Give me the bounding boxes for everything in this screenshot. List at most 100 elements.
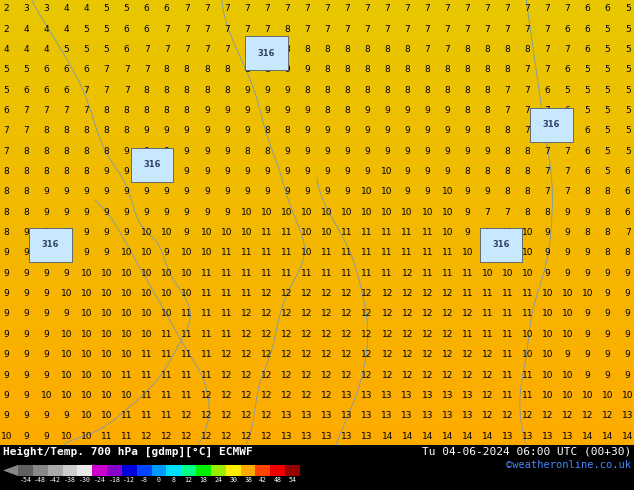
Text: 8: 8 xyxy=(3,228,10,237)
Text: 9: 9 xyxy=(124,167,129,176)
Text: 11: 11 xyxy=(441,248,453,257)
Text: 9: 9 xyxy=(424,126,430,135)
Text: 12: 12 xyxy=(401,350,413,359)
Text: 12: 12 xyxy=(201,411,212,420)
Text: 11: 11 xyxy=(261,269,273,278)
Text: 10: 10 xyxy=(81,432,93,441)
Text: 8: 8 xyxy=(465,167,470,176)
Text: 9: 9 xyxy=(404,188,410,196)
Text: 9: 9 xyxy=(585,310,590,318)
Text: 14: 14 xyxy=(401,432,413,441)
Text: 9: 9 xyxy=(545,228,550,237)
Text: 14: 14 xyxy=(602,432,613,441)
Text: 10: 10 xyxy=(562,289,573,298)
Text: 12: 12 xyxy=(261,350,273,359)
Text: 12: 12 xyxy=(281,391,293,400)
Text: 9: 9 xyxy=(585,370,590,379)
Text: 9: 9 xyxy=(465,147,470,156)
Text: 8: 8 xyxy=(505,45,510,54)
Text: 12: 12 xyxy=(341,310,353,318)
Text: 12: 12 xyxy=(422,330,433,339)
Text: 10: 10 xyxy=(81,330,93,339)
Text: 7: 7 xyxy=(484,24,490,34)
Text: 10: 10 xyxy=(301,208,313,217)
Text: 9: 9 xyxy=(224,106,230,115)
Text: 7: 7 xyxy=(565,188,571,196)
Text: 10: 10 xyxy=(441,188,453,196)
Text: 13: 13 xyxy=(401,391,413,400)
Text: 11: 11 xyxy=(141,370,152,379)
Text: 11: 11 xyxy=(341,269,353,278)
Text: 9: 9 xyxy=(424,147,430,156)
Text: Tu 04-06-2024 06:00 UTC (00+30): Tu 04-06-2024 06:00 UTC (00+30) xyxy=(422,447,631,457)
Text: 12: 12 xyxy=(184,477,193,483)
Text: 11: 11 xyxy=(201,289,212,298)
Text: 11: 11 xyxy=(361,269,373,278)
Text: 14: 14 xyxy=(482,432,493,441)
Text: 8: 8 xyxy=(63,126,69,135)
Text: 10: 10 xyxy=(141,248,152,257)
Text: 8: 8 xyxy=(44,167,49,176)
Text: 9: 9 xyxy=(3,411,10,420)
Text: 8: 8 xyxy=(204,66,210,74)
Text: 8: 8 xyxy=(484,45,490,54)
Text: 10: 10 xyxy=(181,269,193,278)
Text: 11: 11 xyxy=(501,391,513,400)
Text: 7: 7 xyxy=(264,4,270,13)
Text: 6: 6 xyxy=(565,24,571,34)
Text: 10: 10 xyxy=(501,228,513,237)
Text: 7: 7 xyxy=(164,45,169,54)
Text: 8: 8 xyxy=(524,45,530,54)
Text: 12: 12 xyxy=(341,350,353,359)
Text: 9: 9 xyxy=(3,310,10,318)
Text: 9: 9 xyxy=(344,167,350,176)
Text: 11: 11 xyxy=(221,289,233,298)
Text: 10: 10 xyxy=(301,248,313,257)
Text: 8: 8 xyxy=(484,66,490,74)
Text: 12: 12 xyxy=(401,289,413,298)
Text: 13: 13 xyxy=(341,432,353,441)
Text: 8: 8 xyxy=(484,126,490,135)
Text: 8: 8 xyxy=(63,167,69,176)
Text: 3: 3 xyxy=(44,4,49,13)
Text: 10: 10 xyxy=(541,330,553,339)
Text: 9: 9 xyxy=(144,126,150,135)
Text: 8: 8 xyxy=(624,248,631,257)
Text: 0: 0 xyxy=(157,477,161,483)
Text: 13: 13 xyxy=(341,391,353,400)
Text: 9: 9 xyxy=(63,228,69,237)
Text: 9: 9 xyxy=(565,228,571,237)
Text: 9: 9 xyxy=(284,66,290,74)
Text: 12: 12 xyxy=(281,370,293,379)
Text: 7: 7 xyxy=(324,4,330,13)
Text: 9: 9 xyxy=(284,106,290,115)
Text: 7: 7 xyxy=(184,24,190,34)
Text: 6: 6 xyxy=(23,86,29,95)
Text: 11: 11 xyxy=(101,432,112,441)
Text: 8: 8 xyxy=(524,208,530,217)
Text: 7: 7 xyxy=(404,4,410,13)
Text: 8: 8 xyxy=(184,66,190,74)
Text: 6: 6 xyxy=(44,66,49,74)
Text: 5: 5 xyxy=(3,66,10,74)
Text: 8: 8 xyxy=(505,66,510,74)
Text: 9: 9 xyxy=(605,370,611,379)
Text: 12: 12 xyxy=(321,289,333,298)
Text: 11: 11 xyxy=(281,228,293,237)
Text: 8: 8 xyxy=(444,86,450,95)
Text: -38: -38 xyxy=(64,477,76,483)
Text: 9: 9 xyxy=(605,289,611,298)
Text: 13: 13 xyxy=(541,432,553,441)
Text: 9: 9 xyxy=(44,411,49,420)
Text: 6: 6 xyxy=(585,167,590,176)
Text: 11: 11 xyxy=(382,228,393,237)
Text: 12: 12 xyxy=(301,310,313,318)
Text: 6: 6 xyxy=(144,24,150,34)
Text: 12: 12 xyxy=(382,289,393,298)
Text: 10: 10 xyxy=(121,391,133,400)
Text: 10: 10 xyxy=(121,248,133,257)
Text: 9: 9 xyxy=(164,208,169,217)
Text: 7: 7 xyxy=(224,45,230,54)
Text: 9: 9 xyxy=(444,106,450,115)
Text: -18: -18 xyxy=(108,477,120,483)
